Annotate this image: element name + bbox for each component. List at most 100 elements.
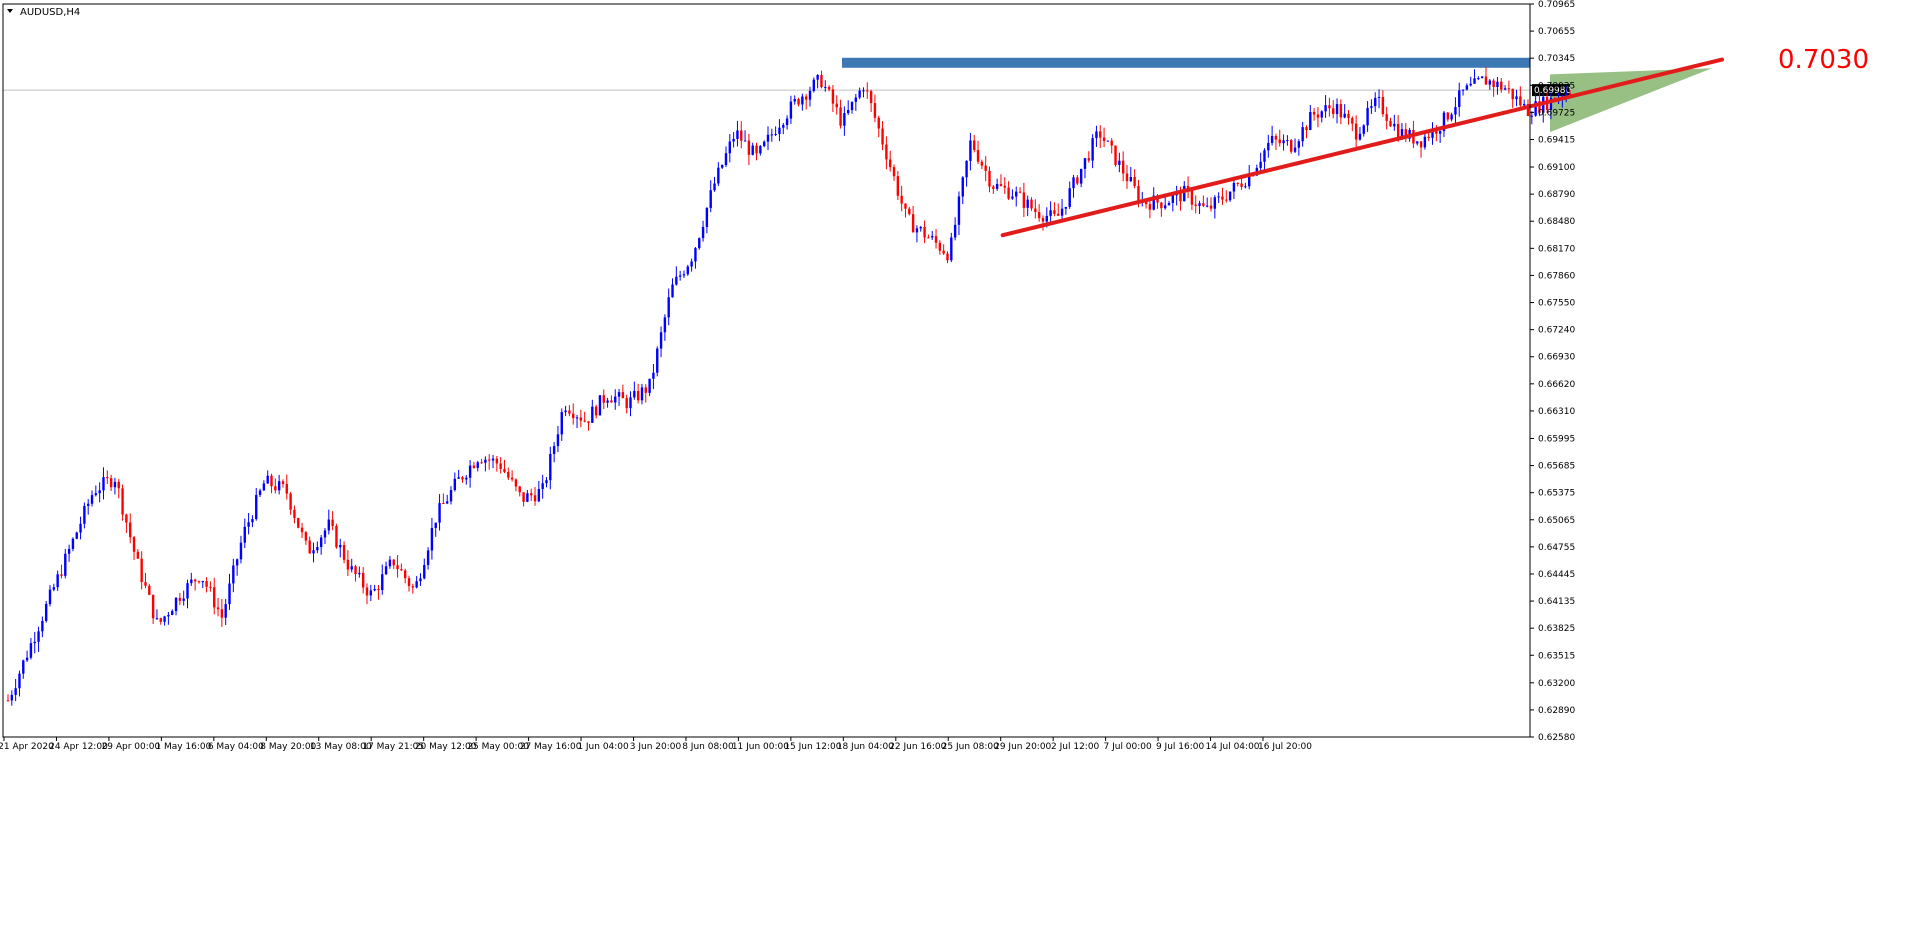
bull-candle — [10, 694, 14, 701]
bull-candle — [1011, 196, 1014, 199]
bear-candle — [1030, 199, 1033, 209]
y-tick-label: 0.65065 — [1538, 516, 1575, 526]
bull-candle — [801, 96, 804, 105]
bear-candle — [938, 242, 942, 251]
bear-candle — [1236, 182, 1239, 184]
bear-candle — [1507, 88, 1511, 90]
bear-candle — [1148, 204, 1152, 210]
bull-candle — [1461, 89, 1465, 91]
bear-candle — [281, 481, 285, 484]
bull-candle — [732, 138, 735, 142]
bull-candle — [541, 483, 544, 489]
bear-candle — [144, 582, 147, 586]
bull-candle — [445, 501, 449, 504]
bear-candle — [1240, 183, 1243, 187]
bear-candle — [984, 165, 987, 171]
bull-candle — [327, 519, 331, 531]
bear-candle — [205, 581, 208, 587]
bull-candle — [1244, 186, 1247, 188]
y-tick-label: 0.65995 — [1538, 434, 1575, 444]
bull-candle — [251, 519, 254, 523]
y-tick-label: 0.69100 — [1538, 163, 1575, 173]
bear-candle — [934, 236, 938, 243]
bull-candle — [1393, 123, 1396, 127]
bull-candle — [640, 387, 644, 401]
bear-candle — [442, 503, 445, 505]
bear-candle — [117, 481, 120, 489]
bull-candle — [1171, 195, 1175, 203]
bull-candle — [1477, 78, 1480, 80]
y-tick-label: 0.67240 — [1538, 326, 1575, 336]
bull-candle — [484, 459, 487, 463]
bear-candle — [1003, 185, 1006, 188]
bull-candle — [843, 113, 846, 126]
bear-candle — [510, 477, 514, 480]
bull-candle — [423, 565, 426, 579]
bear-candle — [1125, 173, 1129, 182]
bear-candle — [297, 518, 300, 528]
bull-candle — [1205, 205, 1209, 207]
bull-candle — [560, 412, 563, 435]
bear-candle — [636, 390, 640, 401]
bear-candle — [594, 406, 598, 416]
bear-candle — [1194, 204, 1197, 206]
bear-candle — [518, 486, 521, 493]
x-tick-label: 8 Jun 08:00 — [682, 742, 734, 752]
bull-candle — [262, 483, 266, 491]
bull-candle — [388, 559, 392, 567]
bull-candle — [44, 603, 48, 621]
bull-candle — [969, 140, 972, 161]
bear-candle — [889, 159, 892, 168]
bear-candle — [1389, 120, 1392, 127]
bull-candle — [1079, 168, 1083, 184]
bull-candle — [350, 566, 353, 570]
bear-candle — [365, 587, 369, 596]
bear-candle — [1354, 123, 1358, 140]
bull-candle — [155, 618, 159, 620]
bull-candle — [384, 566, 388, 575]
bear-candle — [151, 594, 155, 619]
bull-candle — [1297, 141, 1301, 148]
bull-candle — [701, 226, 705, 239]
bull-candle — [1335, 104, 1339, 115]
bear-candle — [579, 417, 583, 421]
bear-candle — [6, 700, 10, 702]
bull-candle — [526, 493, 529, 502]
bear-candle — [568, 410, 571, 414]
bull-candle — [419, 578, 422, 582]
bull-candle — [1503, 88, 1507, 90]
bull-candle — [1496, 81, 1499, 88]
bear-candle — [797, 99, 800, 105]
bear-candle — [411, 586, 415, 588]
bear-candle — [976, 150, 980, 162]
bear-candle — [1511, 88, 1514, 100]
bear-candle — [896, 176, 900, 196]
triangle-target-area — [1550, 68, 1712, 133]
bear-candle — [1041, 218, 1045, 222]
bear-candle — [129, 522, 132, 538]
bear-candle — [1396, 123, 1400, 139]
bear-candle — [331, 519, 334, 526]
bull-candle — [793, 99, 796, 102]
bull-candle — [766, 134, 770, 142]
bear-candle — [1114, 145, 1117, 165]
bear-candle — [827, 86, 831, 90]
menu-arrow-icon[interactable] — [7, 9, 13, 13]
bull-candle — [90, 495, 94, 504]
bear-candle — [610, 400, 613, 403]
x-tick-label: 22 Jun 16:00 — [889, 742, 946, 752]
bear-candle — [602, 395, 605, 403]
bull-candle — [339, 545, 342, 548]
bull-candle — [778, 127, 781, 135]
x-tick-label: 29 Apr 00:00 — [102, 742, 161, 752]
bear-candle — [587, 421, 590, 423]
resistance-level-label: 0.7030 — [1778, 45, 1869, 75]
bear-candle — [1312, 111, 1316, 115]
bull-candle — [258, 490, 262, 495]
x-tick-label: 2 Jul 12:00 — [1051, 742, 1100, 752]
bull-candle — [678, 275, 682, 277]
bear-candle — [1347, 113, 1350, 119]
bear-candle — [1290, 140, 1293, 152]
